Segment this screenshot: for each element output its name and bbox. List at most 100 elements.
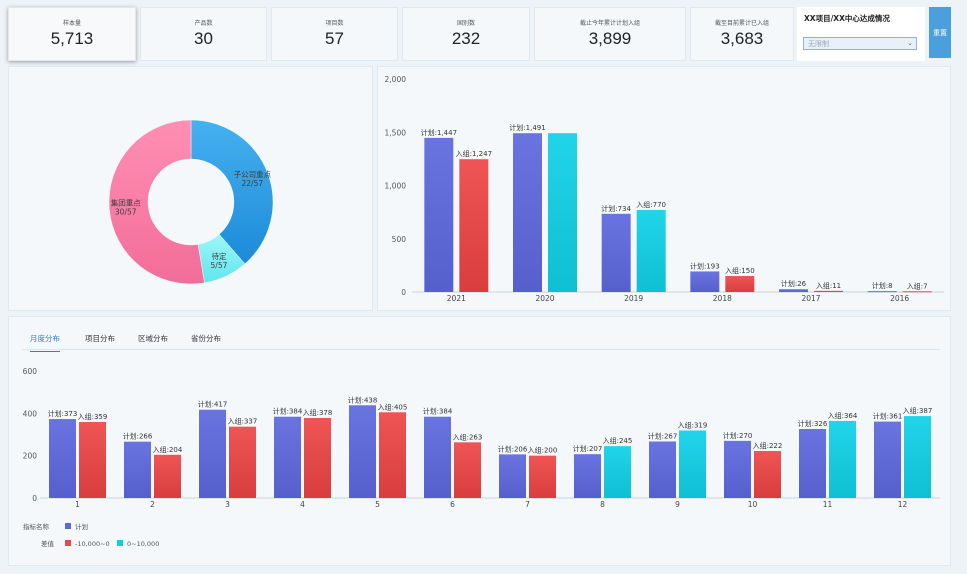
- stat-value: 232: [451, 29, 481, 48]
- legend-negative-swatch: [65, 540, 71, 546]
- plan-bar-label: 计划:206: [498, 444, 528, 453]
- plan-bar: [513, 133, 542, 292]
- y-tick-label: 1,000: [385, 182, 407, 191]
- donut-slice-label: 5/57: [211, 261, 228, 270]
- filter-title: XX项目/XX中心达成情况: [804, 14, 890, 23]
- stat-card-samples[interactable]: 样本量 5,713: [8, 7, 136, 61]
- enroll-bar: [454, 442, 481, 498]
- plan-bar: [424, 137, 454, 292]
- enroll-bar-label: 入组:222: [753, 441, 783, 450]
- donut-slice-name: 子公司重点: [234, 170, 272, 179]
- tab-monthly[interactable]: 月度分布: [30, 333, 60, 352]
- tab-divider: [22, 349, 940, 350]
- enroll-bar: [604, 446, 631, 498]
- y-tick-label: 1,500: [385, 128, 407, 137]
- y-tick-label: 600: [23, 367, 38, 376]
- plan-bar-label: 计划:361: [873, 412, 903, 421]
- monthly-panel: 0 200 400 600 计划:373 入组:359 1 计划:266 入组:204 2 计划:4…: [8, 316, 951, 566]
- stat-value: 30: [194, 29, 213, 48]
- enroll-bar: [902, 291, 932, 293]
- plan-bar: [690, 271, 720, 292]
- stat-value: 57: [325, 29, 344, 48]
- plan-bar: [124, 441, 151, 498]
- tab-region[interactable]: 区域分布: [138, 334, 168, 343]
- plan-bar-label: 计划:438: [348, 395, 378, 404]
- plan-bar: [867, 291, 897, 293]
- plan-bar: [424, 416, 451, 498]
- enroll-bar-label: 入组:770: [636, 200, 666, 209]
- enroll-bar-label: 入组:200: [528, 446, 558, 455]
- stat-label: 产品数: [194, 20, 213, 27]
- y-tick-label: 2,000: [385, 75, 407, 84]
- stat-card-countries[interactable]: 国别数 232: [402, 7, 530, 61]
- enroll-bar: [636, 209, 666, 292]
- plan-bar-label: 计划:417: [198, 400, 228, 409]
- enroll-bar: [304, 417, 331, 498]
- donut-slice-label: 22/57: [242, 179, 264, 188]
- enroll-bar-label: 入组:7: [907, 281, 928, 290]
- x-tick-label: 4: [300, 500, 305, 509]
- stat-label: 国别数: [456, 20, 475, 27]
- enroll-bar: [79, 422, 106, 498]
- legend-positive-swatch: [117, 540, 123, 546]
- x-tick-label: 2: [150, 500, 155, 509]
- tab-province[interactable]: 省份分布: [191, 334, 221, 343]
- enroll-bar: [548, 133, 577, 292]
- plan-bar: [649, 441, 676, 498]
- plan-bar-label: 计划:384: [423, 407, 453, 416]
- plan-bar: [799, 428, 826, 498]
- enroll-bar: [229, 426, 256, 498]
- y-tick-label: 400: [23, 409, 38, 418]
- donut-slice-label: 30/57: [115, 207, 137, 216]
- stat-card-products[interactable]: 产品数 30: [140, 7, 267, 61]
- plan-bar-label: 计划:384: [273, 407, 303, 416]
- stat-value: 5,713: [50, 29, 94, 48]
- enroll-bar-label: 入组:204: [153, 445, 183, 454]
- enroll-bar: [814, 290, 843, 292]
- enroll-bar-label: 入组:405: [378, 402, 408, 411]
- legend-positive-label: 0~10,000: [127, 540, 159, 548]
- chevron-down-icon: ⌄: [907, 39, 913, 47]
- plan-bar-label: 计划:193: [690, 261, 720, 270]
- enroll-bar-label: 入组:337: [228, 417, 258, 426]
- x-tick-label: 2021: [447, 294, 466, 303]
- plan-bar-label: 计划:26: [781, 279, 807, 288]
- enroll-bar: [154, 454, 181, 498]
- x-tick-label: 2017: [801, 294, 820, 303]
- plan-bar: [874, 421, 901, 498]
- plan-bar: [199, 409, 226, 498]
- plan-bar: [724, 440, 751, 498]
- yearly-bar-chart: 0 500 1,000 1,500 2,000 计划:1,447 入组:1,247 2021 计…: [385, 75, 944, 303]
- enroll-bar-label: 入组:378: [303, 408, 333, 417]
- x-tick-label: 1: [75, 500, 80, 509]
- x-tick-label: 3: [225, 500, 230, 509]
- tab-project[interactable]: 项目分布: [85, 334, 115, 343]
- donut-slice-name: 待定: [211, 251, 226, 261]
- stat-card-actual-enrollment[interactable]: 截至目前累计已入组 3,683: [690, 7, 794, 61]
- plan-bar: [499, 454, 526, 498]
- x-tick-label: 9: [675, 500, 680, 509]
- filter-panel: XX项目/XX中心达成情况 无限制 ⌄: [797, 7, 925, 61]
- stat-card-projects[interactable]: 项目数 57: [271, 7, 398, 61]
- legend-diff-title: 差值: [41, 539, 55, 548]
- plan-bar: [49, 419, 76, 498]
- plan-bar-label: 计划:8: [872, 281, 893, 290]
- x-tick-label: 2020: [535, 294, 554, 303]
- filter-select[interactable]: 无限制 ⌄: [803, 37, 917, 50]
- stat-label: 截至目前累计已入组: [714, 20, 769, 27]
- enroll-bar: [529, 455, 556, 498]
- plan-bar-label: 计划:270: [723, 431, 753, 440]
- enroll-bar-label: 入组:319: [678, 420, 708, 429]
- donut-slice: [108, 119, 205, 285]
- plan-bar-label: 计划:1,491: [509, 123, 545, 132]
- x-tick-label: 6: [450, 500, 455, 509]
- plan-bar: [601, 213, 631, 292]
- filter-select-value: 无限制: [808, 40, 829, 48]
- x-tick-label: 2016: [890, 294, 909, 303]
- reset-button[interactable]: 重置: [929, 7, 951, 58]
- y-tick-label: 0: [401, 288, 406, 297]
- legend-plan-label: 计划: [75, 522, 88, 531]
- stat-card-planned-enrollment[interactable]: 截止今年累计计划入组 3,899: [534, 7, 686, 61]
